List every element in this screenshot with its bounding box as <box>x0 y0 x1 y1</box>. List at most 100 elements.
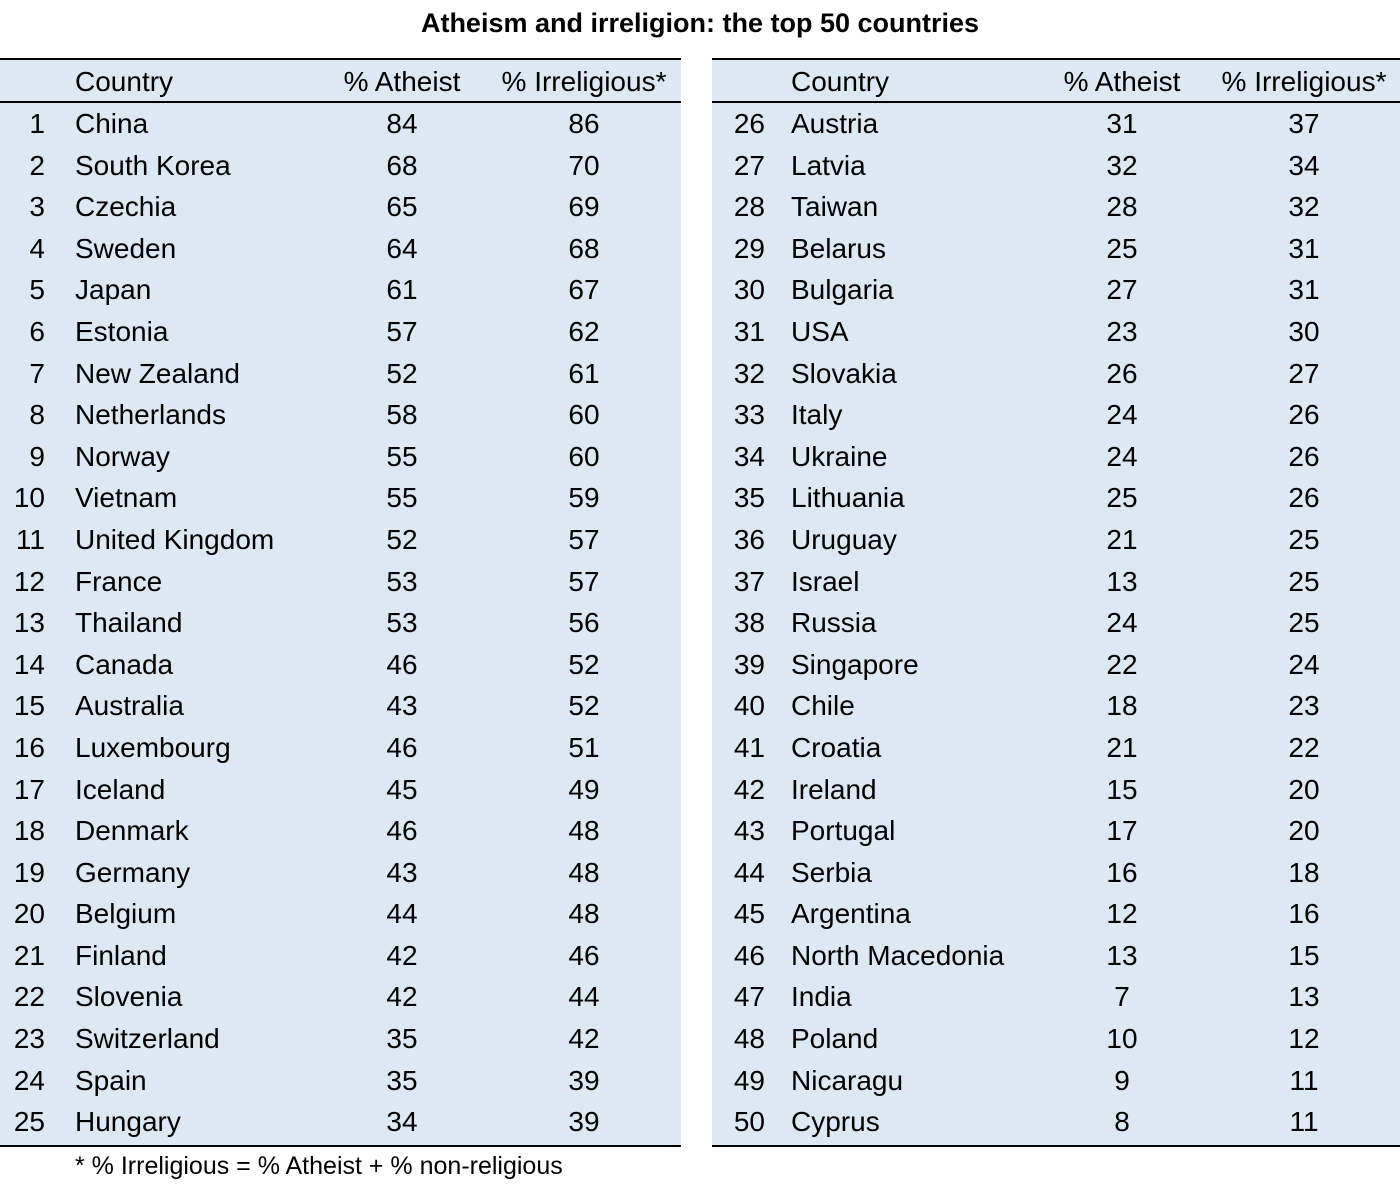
table-row: 17 Iceland 45 49 <box>0 769 681 811</box>
row-country: Ukraine <box>791 440 888 472</box>
row-irreligious-pct: 11 <box>1289 1106 1319 1138</box>
row-country: Ireland <box>791 773 877 805</box>
row-irreligious-pct: 23 <box>1288 690 1320 722</box>
row-country: Japan <box>75 274 152 306</box>
row-atheist-pct: 17 <box>1106 815 1138 847</box>
row-irreligious-pct: 59 <box>568 482 600 514</box>
table-body: 26 Austria 31 37 27 Latvia 32 34 28 Taiwan 28 32 29 B… <box>712 103 1400 1143</box>
table-row: 34 Ukraine 24 26 <box>712 436 1400 478</box>
row-irreligious-pct: 67 <box>568 274 600 306</box>
row-atheist-pct: 8 <box>1114 1106 1130 1138</box>
table-row: 4 Sweden 64 68 <box>0 228 681 270</box>
row-rank: 21 <box>13 939 45 971</box>
row-country: Israel <box>791 565 860 597</box>
row-rank: 42 <box>733 773 765 805</box>
row-irreligious-pct: 31 <box>1288 274 1320 306</box>
row-country: Slovakia <box>791 357 897 389</box>
table-row: 37 Israel 13 25 <box>712 561 1400 603</box>
row-rank: 20 <box>13 898 45 930</box>
row-irreligious-pct: 57 <box>568 565 600 597</box>
row-country: Luxembourg <box>75 731 231 763</box>
table-row: 1 China 84 86 <box>0 103 681 145</box>
row-irreligious-pct: 11 <box>1289 1064 1319 1096</box>
row-atheist-pct: 15 <box>1106 773 1138 805</box>
table-row: 22 Slovenia 42 44 <box>0 976 681 1018</box>
row-rank: 27 <box>733 149 765 181</box>
table-row: 11 United Kingdom 52 57 <box>0 519 681 561</box>
row-country: Italy <box>791 399 843 431</box>
row-rank: 23 <box>13 1023 45 1055</box>
row-country: Lithuania <box>791 482 905 514</box>
row-country: New Zealand <box>75 357 240 389</box>
row-rank: 37 <box>733 565 765 597</box>
table-row: 21 Finland 42 46 <box>0 935 681 977</box>
row-rank: 47 <box>733 981 765 1013</box>
table-row: 32 Slovakia 26 27 <box>712 353 1400 395</box>
row-rank: 46 <box>733 939 765 971</box>
table-row: 27 Latvia 32 34 <box>712 145 1400 187</box>
row-atheist-pct: 7 <box>1114 981 1130 1013</box>
row-rank: 41 <box>733 731 765 763</box>
row-irreligious-pct: 39 <box>568 1106 600 1138</box>
row-rank: 33 <box>733 399 765 431</box>
row-atheist-pct: 45 <box>386 773 418 805</box>
row-rank: 35 <box>733 482 765 514</box>
table-header: Country % Atheist % Irreligious* <box>0 60 681 103</box>
row-irreligious-pct: 52 <box>568 690 600 722</box>
table-row: 24 Spain 35 39 <box>0 1060 681 1102</box>
header-irreligious: % Irreligious* <box>501 66 667 97</box>
row-atheist-pct: 12 <box>1106 898 1138 930</box>
row-rank: 11 <box>15 523 45 555</box>
table-row: 46 North Macedonia 13 15 <box>712 935 1400 977</box>
row-country: Norway <box>75 440 170 472</box>
table-row: 28 Taiwan 28 32 <box>712 186 1400 228</box>
row-rank: 6 <box>29 315 45 347</box>
row-irreligious-pct: 25 <box>1288 565 1320 597</box>
row-irreligious-pct: 30 <box>1288 315 1320 347</box>
row-country: Nicaragu <box>791 1064 904 1096</box>
row-atheist-pct: 35 <box>386 1023 418 1055</box>
table-row: 49 Nicaragu 9 11 <box>712 1060 1400 1102</box>
row-rank: 3 <box>29 191 45 223</box>
row-irreligious-pct: 39 <box>568 1064 600 1096</box>
row-rank: 30 <box>733 274 765 306</box>
row-country: Sweden <box>75 232 177 264</box>
row-atheist-pct: 34 <box>386 1106 418 1138</box>
row-atheist-pct: 42 <box>386 939 418 971</box>
row-rank: 44 <box>733 856 765 888</box>
table-row: 3 Czechia 65 69 <box>0 186 681 228</box>
table-row: 19 Germany 43 48 <box>0 852 681 894</box>
table-row: 12 France 53 57 <box>0 561 681 603</box>
page-title: Atheism and irreligion: the top 50 count… <box>420 8 980 38</box>
row-rank: 48 <box>733 1023 765 1055</box>
row-country: Netherlands <box>75 399 226 431</box>
row-rank: 10 <box>13 482 45 514</box>
row-rank: 32 <box>733 357 765 389</box>
row-irreligious-pct: 32 <box>1288 191 1320 223</box>
table-right: Country % Atheist % Irreligious* 26 Austr… <box>712 58 1400 1147</box>
row-rank: 28 <box>733 191 765 223</box>
row-irreligious-pct: 13 <box>1288 981 1320 1013</box>
table-row: 42 Ireland 15 20 <box>712 769 1400 811</box>
table-header: Country % Atheist % Irreligious* <box>712 60 1400 103</box>
table-row: 20 Belgium 44 48 <box>0 893 681 935</box>
table-row: 41 Croatia 21 22 <box>712 727 1400 769</box>
row-atheist-pct: 23 <box>1106 315 1138 347</box>
row-atheist-pct: 25 <box>1106 482 1138 514</box>
table-row: 35 Lithuania 25 26 <box>712 477 1400 519</box>
table-row: 18 Denmark 46 48 <box>0 810 681 852</box>
table-row: 39 Singapore 22 24 <box>712 644 1400 686</box>
table-row: 31 USA 23 30 <box>712 311 1400 353</box>
row-atheist-pct: 18 <box>1106 690 1138 722</box>
row-country: Spain <box>75 1064 147 1096</box>
row-rank: 36 <box>733 523 765 555</box>
table-row: 36 Uruguay 21 25 <box>712 519 1400 561</box>
row-atheist-pct: 25 <box>1106 232 1138 264</box>
row-atheist-pct: 24 <box>1106 607 1138 639</box>
row-irreligious-pct: 25 <box>1288 607 1320 639</box>
row-rank: 25 <box>13 1106 45 1138</box>
table-row: 2 South Korea 68 70 <box>0 145 681 187</box>
row-atheist-pct: 27 <box>1106 274 1138 306</box>
row-rank: 15 <box>13 690 45 722</box>
row-country: India <box>791 981 852 1013</box>
